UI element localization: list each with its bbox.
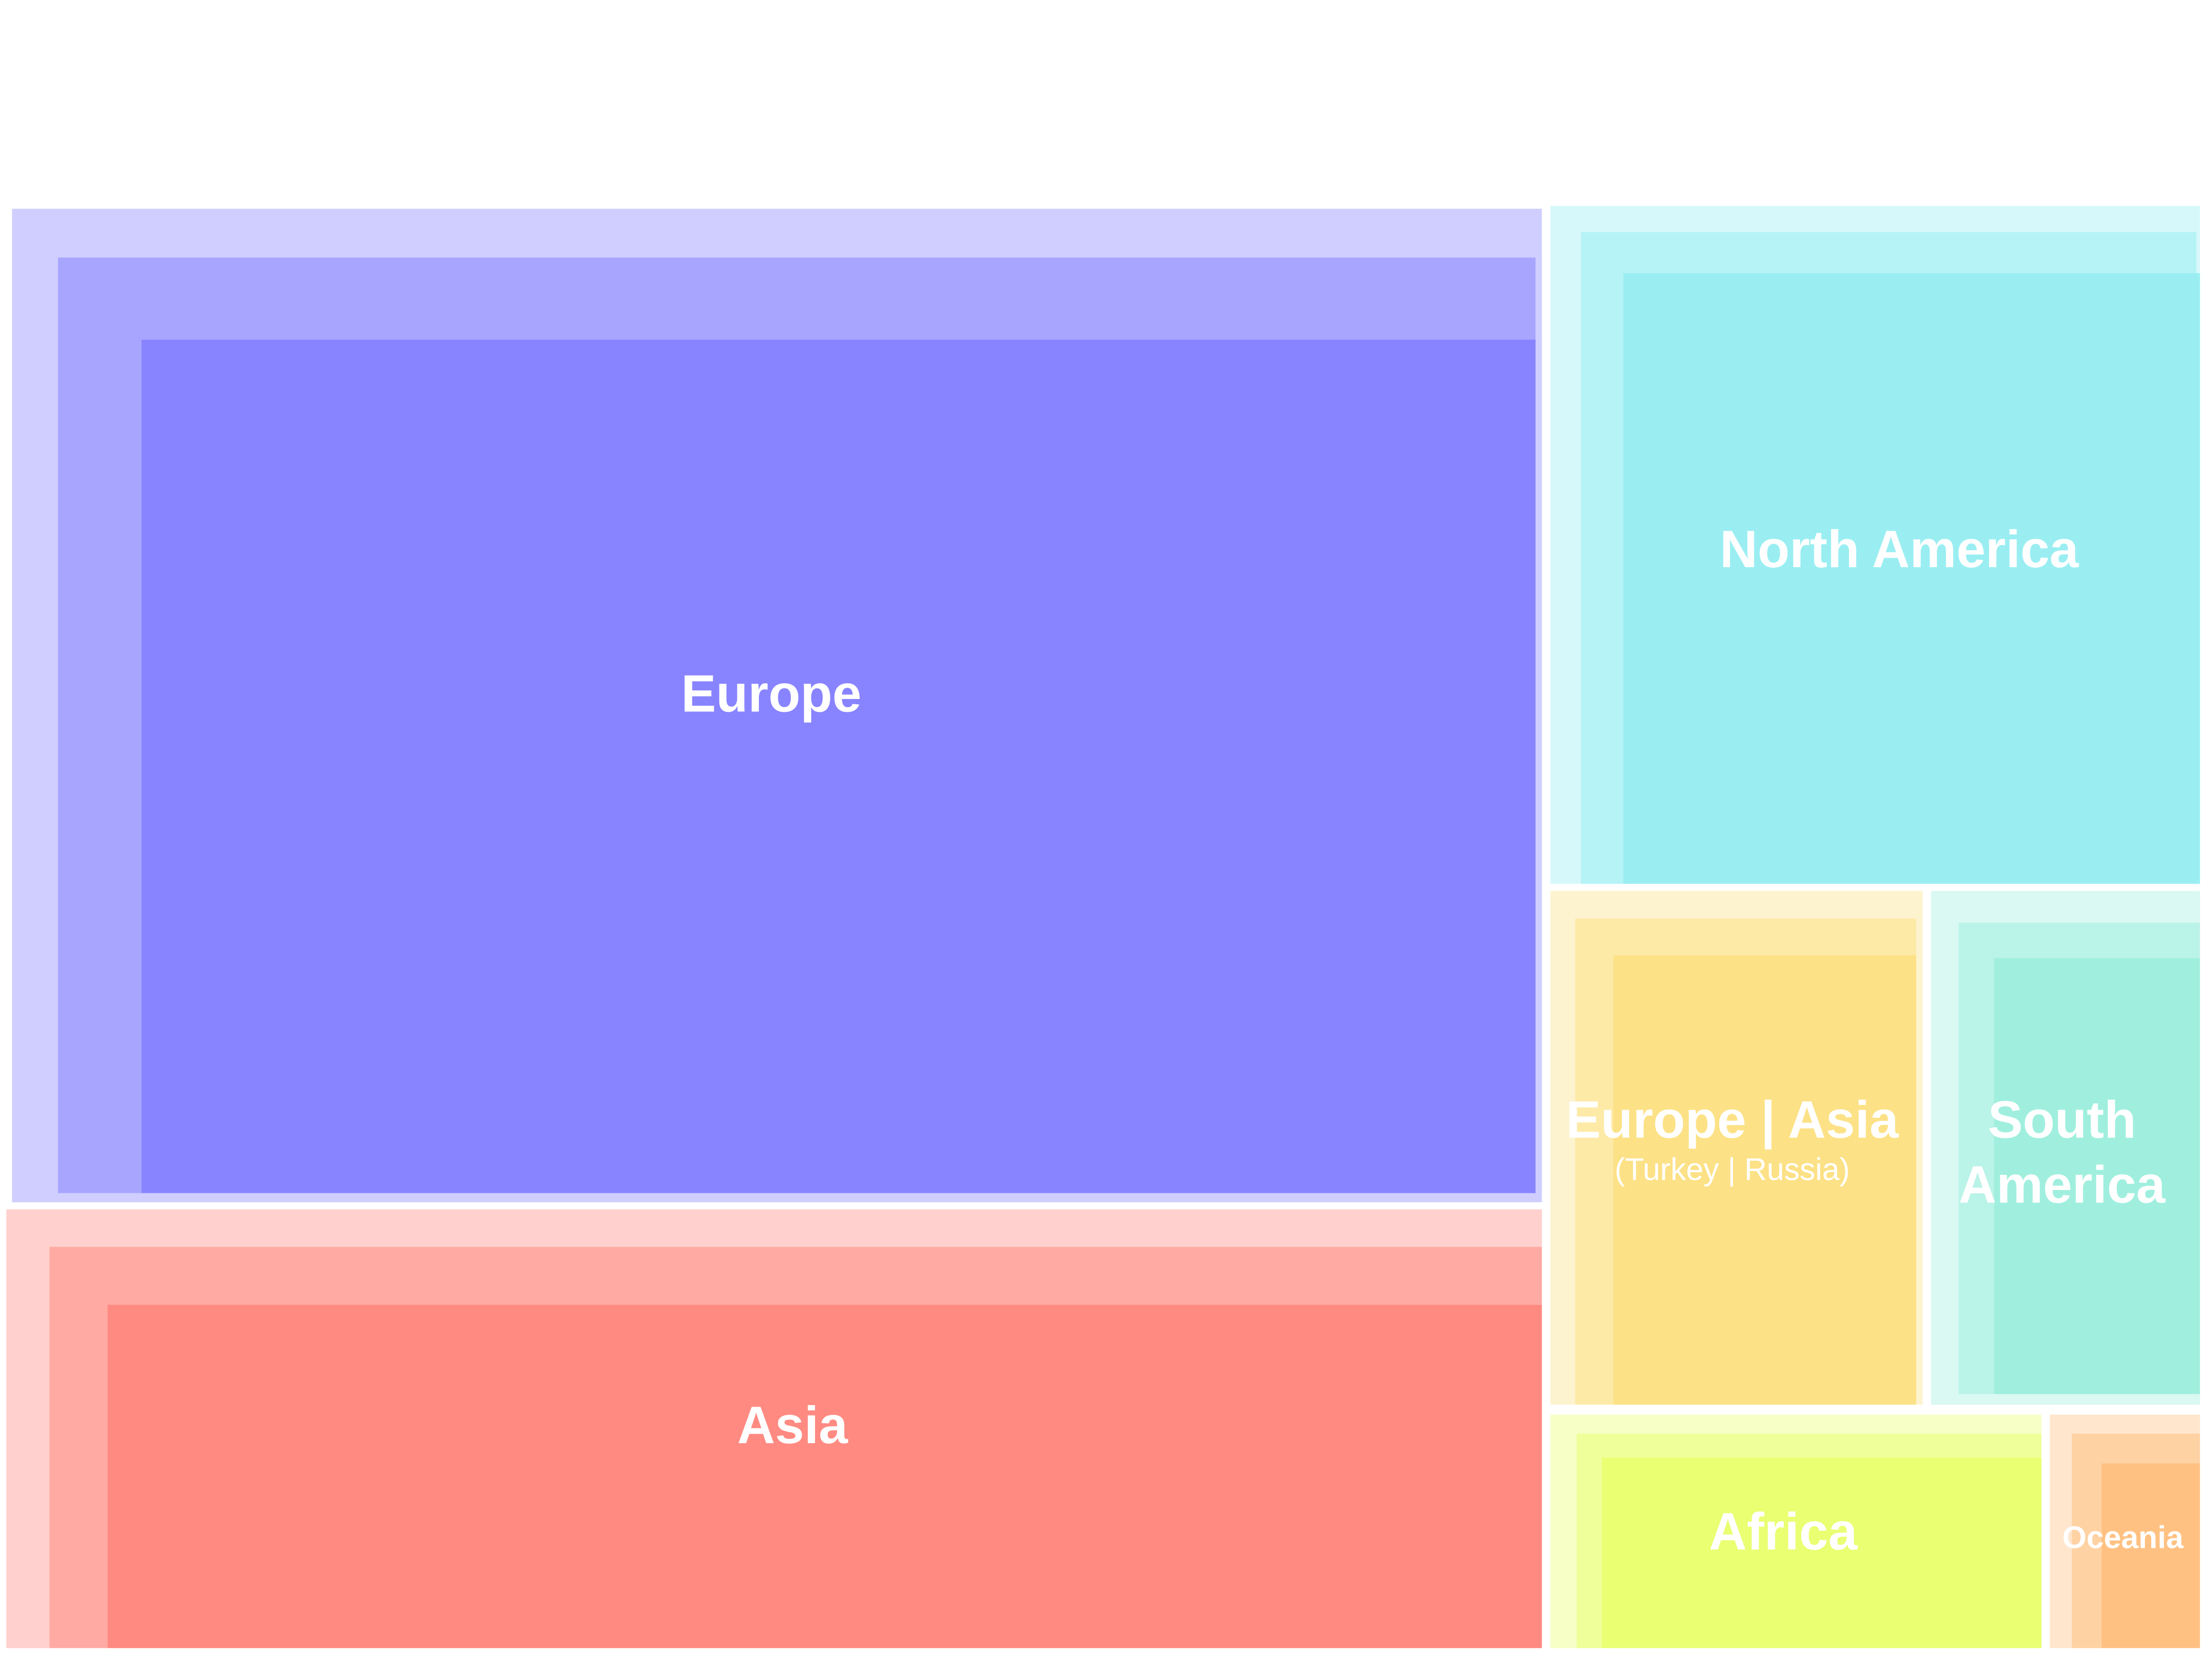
tile-south-america-border (1927, 886, 2204, 1409)
tile-north-america-layer-3 (1623, 273, 2202, 886)
label-group-south-america: South America (1959, 1091, 2166, 1214)
label-group-europe: Europe (681, 664, 862, 723)
tile-europe-asia-border (1546, 886, 1927, 1409)
tile-north-america[interactable] (1546, 201, 2204, 888)
tile-africa-layer-3 (1602, 1457, 2044, 1651)
tile-north-america-border (1546, 201, 2204, 888)
tile-europe-asia-layer-3 (1613, 955, 1917, 1407)
label-group-north-america: North America (1720, 520, 2079, 579)
tile-label-oceania: Oceania (2062, 1520, 2183, 1555)
tile-south-america[interactable] (1927, 886, 2204, 1409)
tile-europe-layer-3 (141, 339, 1536, 1193)
tiles-layer (2, 201, 2204, 1653)
tile-oceania-border (2045, 1410, 2204, 1653)
tile-asia-layer-3 (108, 1305, 1544, 1651)
label-group-asia: Asia (737, 1396, 848, 1455)
label-group-europe-asia: Europe | Asia(Turkey | Russia) (1566, 1091, 1899, 1187)
tile-south-america-layer-3 (1994, 958, 2202, 1394)
tile-label-asia: Asia (737, 1396, 848, 1455)
tile-label-africa: Africa (1709, 1502, 1858, 1561)
tile-label-europe-asia: Europe | Asia (1566, 1091, 1899, 1150)
labels-layer: Europe North America Asia Europe | Asia(Tur… (681, 520, 2184, 1561)
tile-europe-asia[interactable] (1546, 886, 1927, 1409)
tile-europe-border (8, 204, 1546, 1207)
tile-africa[interactable] (1546, 1410, 2046, 1653)
label-group-oceania: Oceania (2062, 1520, 2183, 1555)
tile-label-europe: Europe (681, 664, 862, 723)
tile-africa-border (1546, 1410, 2046, 1653)
tile-label-south-america: South America (1959, 1091, 2166, 1214)
label-group-africa: Africa (1709, 1502, 1858, 1561)
tile-label-north-america: North America (1720, 520, 2079, 579)
tile-sublabel-europe-asia: (Turkey | Russia) (1614, 1152, 1849, 1187)
tile-asia-border (2, 1205, 1546, 1653)
tile-asia[interactable] (2, 1205, 1546, 1653)
tile-oceania[interactable] (2045, 1410, 2204, 1653)
tile-oceania-layer-3 (2101, 1463, 2202, 1651)
tile-europe[interactable] (8, 204, 1546, 1207)
